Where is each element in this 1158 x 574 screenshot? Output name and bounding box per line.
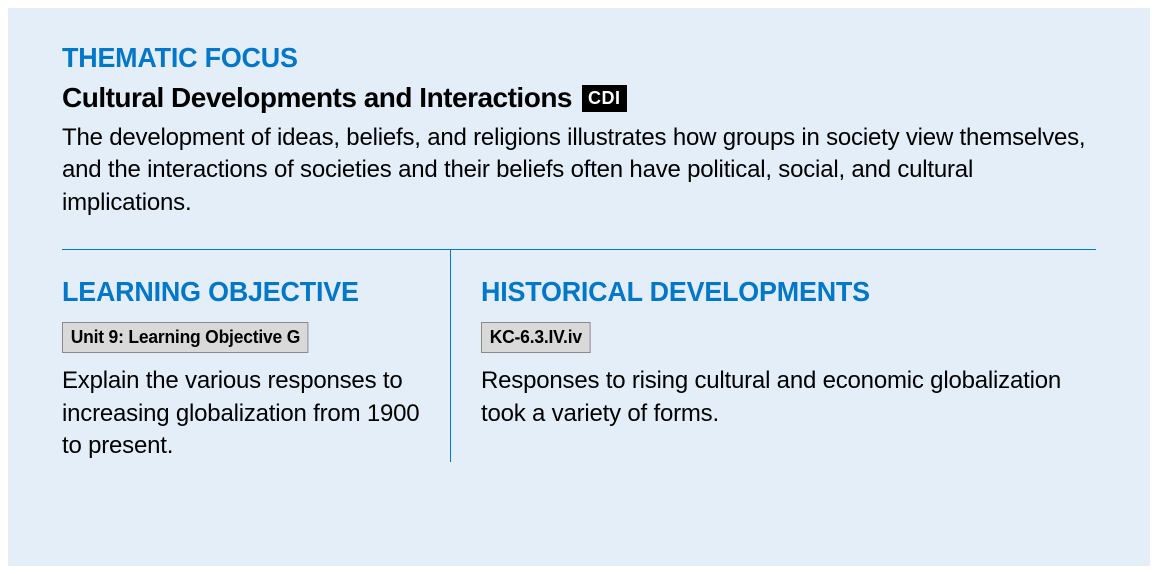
developments-body: Responses to rising cultural and economi…: [481, 365, 1096, 430]
objective-body: Explain the various responses to increas…: [62, 365, 420, 462]
objective-heading: LEARNING OBJECTIVE: [62, 276, 406, 308]
content-panel: THEMATIC FOCUS Cultural Developments and…: [8, 8, 1150, 566]
thematic-subtitle: Cultural Developments and Interactions: [62, 82, 572, 114]
thematic-focus-section: THEMATIC FOCUS Cultural Developments and…: [62, 42, 1096, 219]
cdi-badge: CDI: [582, 85, 627, 112]
thematic-body: The development of ideas, beliefs, and r…: [62, 122, 1096, 219]
objective-badge: Unit 9: Learning Objective G: [62, 322, 309, 353]
subtitle-row: Cultural Developments and Interactions C…: [62, 82, 1096, 114]
developments-badge: KC-6.3.IV.iv: [481, 322, 591, 353]
columns: LEARNING OBJECTIVE Unit 9: Learning Obje…: [62, 249, 1096, 462]
thematic-heading: THEMATIC FOCUS: [62, 42, 1055, 74]
historical-developments-section: HISTORICAL DEVELOPMENTS KC-6.3.IV.iv Res…: [450, 249, 1096, 462]
developments-heading: HISTORICAL DEVELOPMENTS: [481, 276, 1071, 308]
learning-objective-section: LEARNING OBJECTIVE Unit 9: Learning Obje…: [62, 249, 450, 462]
